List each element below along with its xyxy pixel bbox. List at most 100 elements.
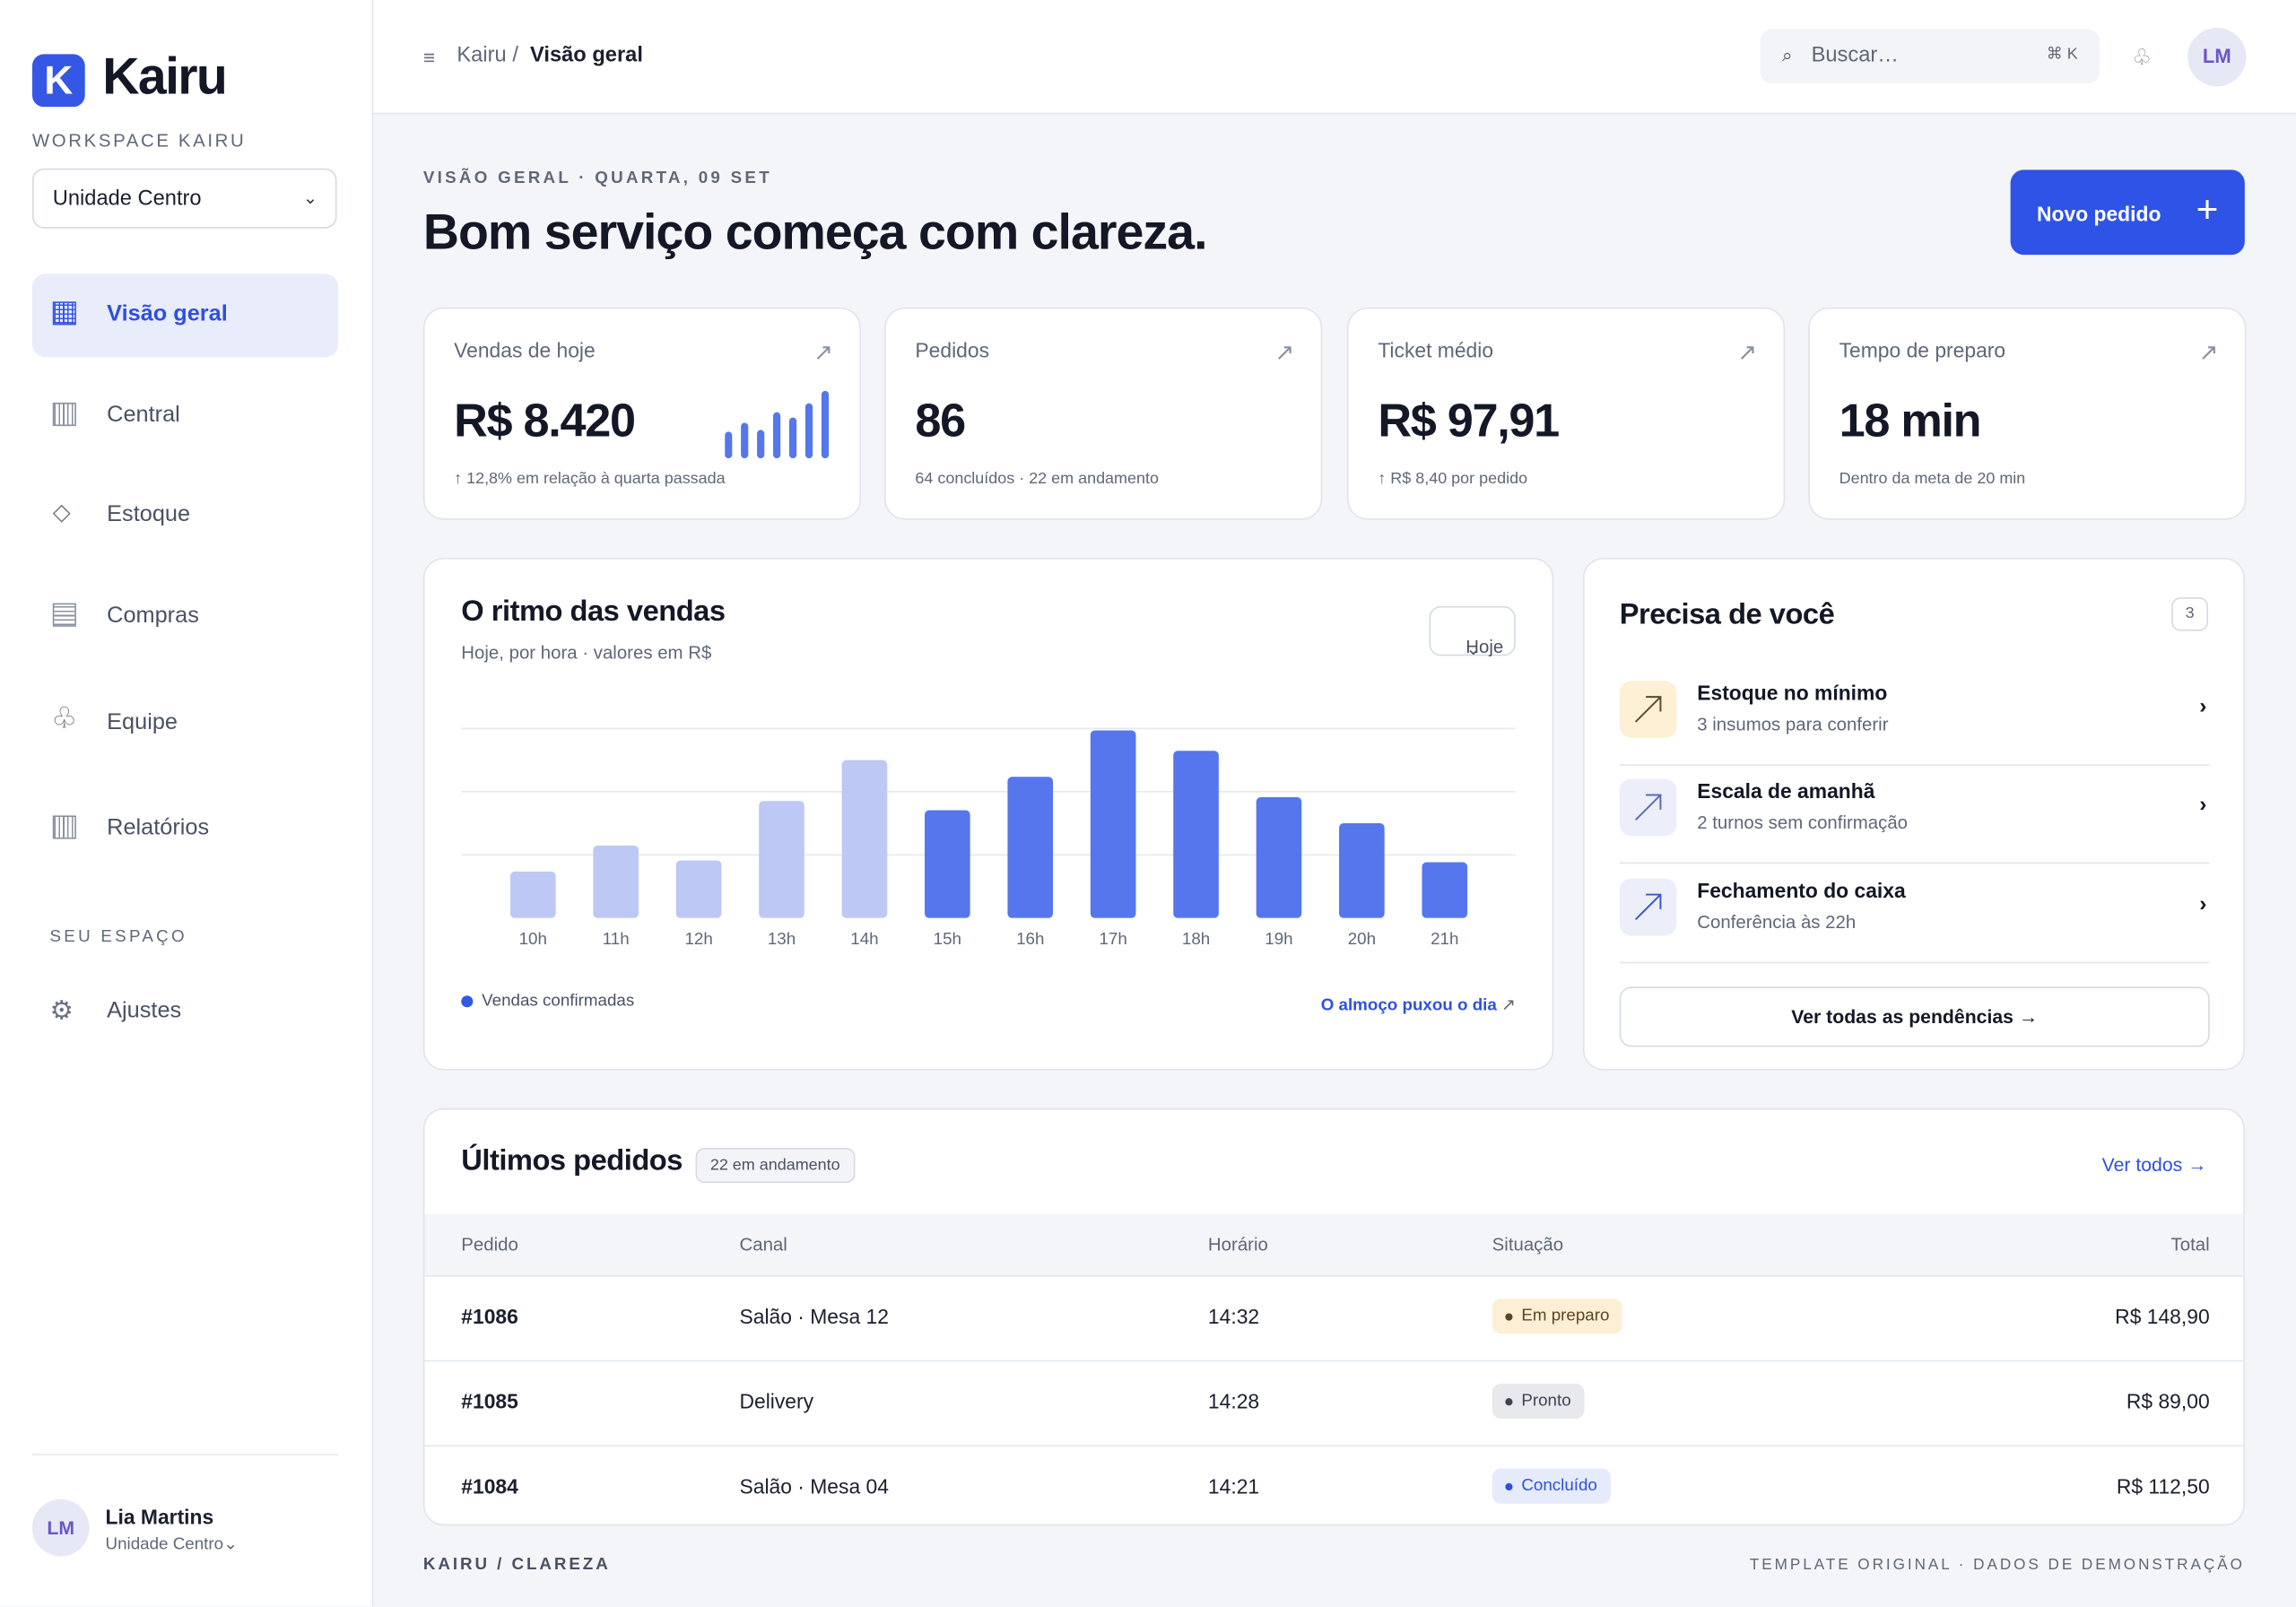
menu-icon[interactable]: ≡ xyxy=(422,45,436,69)
bar-13h[interactable] xyxy=(759,801,804,918)
order-time: 14:28 xyxy=(1207,1389,1260,1413)
order-id: #1086 xyxy=(461,1304,518,1328)
kpi-card-orders[interactable]: Pedidos ↗ 86 64 concluídos · 22 em andam… xyxy=(884,307,1323,520)
sparkline-bar xyxy=(773,412,781,459)
list-icon xyxy=(52,603,76,627)
sidebar-item-label: Relatórios xyxy=(107,815,210,841)
chevron-down-icon: ⌄ xyxy=(223,1535,238,1554)
bar-17h[interactable] xyxy=(1090,730,1136,918)
bar-19h[interactable] xyxy=(1256,797,1302,918)
column-header[interactable]: Horário xyxy=(1207,1234,1268,1255)
order-channel: Salão · Mesa 04 xyxy=(739,1474,889,1498)
order-time: 14:21 xyxy=(1207,1474,1260,1498)
trend-up-icon xyxy=(1619,778,1677,837)
kpi-card-ticket[interactable]: Ticket médio ↗ R$ 97,91 ↑ R$ 8,40 por pe… xyxy=(1347,307,1786,520)
sidebar-item-relatorios[interactable]: Relatórios xyxy=(32,787,338,871)
user-unit[interactable]: Unidade Centro⌄ xyxy=(106,1533,238,1554)
unit-select[interactable]: Unidade Centro ⌄ xyxy=(31,168,337,229)
divider xyxy=(1619,862,2210,864)
table-row[interactable]: #1085 Delivery 14:28 Pronto R$ 89,00 xyxy=(424,1360,2244,1447)
bar-18h[interactable] xyxy=(1173,751,1219,918)
range-select[interactable]: Hoje ⌄ xyxy=(1429,605,1516,659)
new-order-label: Novo pedido xyxy=(2037,202,2161,226)
grid-icon xyxy=(52,301,76,326)
sidebar-item-ajustes[interactable]: ⚙ Ajustes xyxy=(32,970,338,1054)
needs-title: Precisa de você xyxy=(1619,598,1835,631)
kpi-card-sales[interactable]: Vendas de hoje ↗ R$ 8.420 ↑ 12,8% em rel… xyxy=(422,307,861,520)
club-icon: ♧ xyxy=(51,702,78,735)
bar-20h[interactable] xyxy=(1339,823,1385,918)
table-row[interactable]: #1084 Salão · Mesa 04 14:21 Concluído R$… xyxy=(424,1445,2243,1524)
column-header[interactable]: Pedido xyxy=(461,1234,518,1255)
pending-item[interactable]: Estoque no mínimo 3 insumos para conferi… xyxy=(1619,667,2210,766)
new-order-button[interactable]: Novo pedido + xyxy=(2010,169,2245,256)
kpi-note: ↑ 12,8% em relação à quarta passada xyxy=(454,470,726,488)
sidebar-item-label: Equipe xyxy=(107,709,178,735)
order-time: 14:32 xyxy=(1207,1304,1260,1328)
sidebar-item-central[interactable]: Central xyxy=(32,375,338,458)
sidebar-item-visao-geral[interactable]: Visão geral xyxy=(31,274,339,358)
x-tick-label: 10h xyxy=(519,929,547,948)
plus-icon: + xyxy=(2196,187,2219,231)
table-row[interactable]: #1086 Salão · Mesa 12 14:32 Em preparo R… xyxy=(424,1275,2244,1362)
column-header[interactable]: Situação xyxy=(1492,1234,1564,1255)
bar-10h[interactable] xyxy=(509,871,556,918)
status-badge: Em preparo xyxy=(1492,1299,1623,1334)
bar-15h[interactable] xyxy=(925,810,970,918)
pending-title: Estoque no mínimo xyxy=(1697,681,1888,705)
kpi-value: R$ 97,91 xyxy=(1378,394,1560,447)
topbar-avatar[interactable]: LM xyxy=(2187,28,2247,87)
gear-icon: ⚙ xyxy=(49,995,74,1025)
search-input[interactable]: ⌕ Buscar… ⌘ K xyxy=(1760,29,2100,84)
column-header[interactable]: Canal xyxy=(739,1234,787,1255)
pending-title: Escala de amanhã xyxy=(1697,778,1875,803)
logo-mark: K xyxy=(31,54,85,108)
sparkline-bar xyxy=(757,430,765,459)
column-header[interactable]: Total xyxy=(2170,1234,2210,1255)
chart-insight-link[interactable]: O almoço puxou o dia ↗ xyxy=(1321,995,1516,1015)
pending-item[interactable]: Fechamento do caixa Conferência às 22h › xyxy=(1619,865,2210,964)
page-eyebrow: VISÃO GERAL · QUARTA, 09 SET xyxy=(422,169,772,187)
divider xyxy=(1619,764,2210,766)
bar-12h[interactable] xyxy=(675,860,722,918)
bar-16h[interactable] xyxy=(1007,777,1054,918)
search-placeholder: Buscar… xyxy=(1811,43,1899,68)
pending-item[interactable]: Escala de amanhã 2 turnos sem confirmaçã… xyxy=(1619,766,2210,864)
columns-icon xyxy=(52,815,76,839)
sparkline-bar xyxy=(788,417,797,459)
see-all-pending-button[interactable]: Ver todas as pendências → xyxy=(1619,986,2210,1047)
sidebar-item-label: Estoque xyxy=(107,501,191,527)
sidebar-item-label: Compras xyxy=(107,603,199,629)
sales-sparkline xyxy=(725,390,830,459)
breadcrumb-root[interactable]: Kairu xyxy=(457,43,507,68)
order-total: R$ 148,90 xyxy=(2115,1304,2210,1328)
user-avatar[interactable]: LM xyxy=(31,1498,90,1557)
bar-11h[interactable] xyxy=(593,845,639,918)
kpi-label: Tempo de preparo xyxy=(1839,338,2006,362)
sidebar-item-estoque[interactable]: ◇ Estoque xyxy=(32,474,338,558)
sidebar-item-equipe[interactable]: ♧ Equipe xyxy=(32,682,338,766)
notifications-icon[interactable]: ♧ xyxy=(2132,45,2152,71)
kpi-card-prep-time[interactable]: Tempo de preparo ↗ 18 min Dentro da meta… xyxy=(1808,307,2247,520)
pending-subtitle: Conferência às 22h xyxy=(1697,912,1857,933)
sidebar-divider xyxy=(31,1454,339,1455)
bar-21h[interactable] xyxy=(1422,862,1468,918)
user-name[interactable]: Lia Martins xyxy=(105,1505,214,1529)
search-shortcut: ⌘ K xyxy=(2046,45,2078,64)
x-tick-label: 11h xyxy=(603,929,630,948)
sidebar-item-compras[interactable]: Compras xyxy=(32,576,338,659)
x-tick-label: 17h xyxy=(1099,929,1126,948)
workspace-label: WORKSPACE KAIRU xyxy=(31,130,247,152)
order-id: #1084 xyxy=(461,1474,518,1498)
sparkline-bar xyxy=(725,431,733,459)
range-select-value: Hoje xyxy=(1465,637,1504,658)
kpi-note: 64 concluídos · 22 em andamento xyxy=(915,470,1159,488)
order-channel: Delivery xyxy=(739,1389,814,1413)
see-all-orders-link[interactable]: Ver todos → xyxy=(2101,1153,2207,1177)
x-tick-label: 19h xyxy=(1265,929,1292,948)
sparkline-bar xyxy=(821,390,830,459)
x-tick-label: 15h xyxy=(934,929,961,948)
sidebar: K Kairu WORKSPACE KAIRU Unidade Centro ⌄… xyxy=(0,0,374,1607)
bar-14h[interactable] xyxy=(841,760,888,918)
